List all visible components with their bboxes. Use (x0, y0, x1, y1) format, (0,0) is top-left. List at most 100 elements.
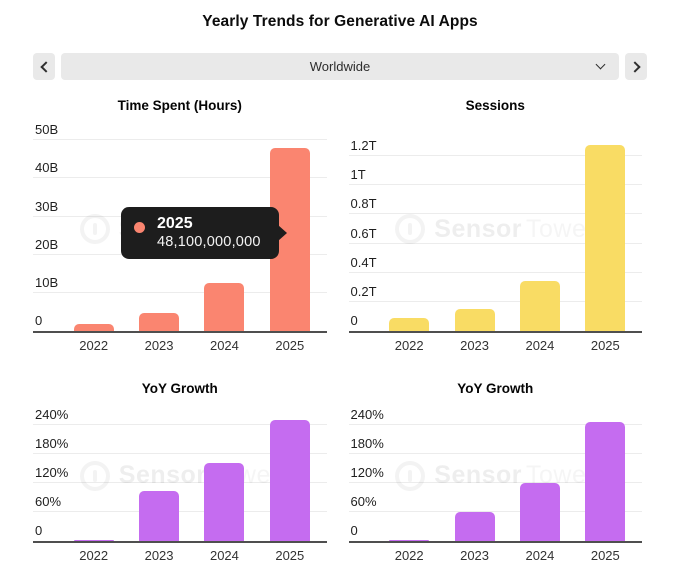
bar-slot (61, 410, 126, 541)
gridline (348, 184, 642, 186)
x-axis-label: 2022 (394, 338, 424, 353)
gridline (348, 423, 642, 425)
chevron-down-icon (595, 59, 606, 70)
bar-slot (377, 410, 442, 541)
y-tick-label: 0 (350, 523, 358, 538)
gridline (33, 510, 327, 512)
y-tick-label: 240% (350, 406, 384, 422)
x-axis-label: 2023 (144, 548, 174, 563)
bars (349, 127, 643, 331)
gridline (348, 242, 642, 244)
y-tick-label: 120% (350, 464, 384, 480)
bar-2024[interactable] (204, 463, 245, 541)
gridline (33, 481, 327, 483)
chart-time-spent: Time Spent (Hours) SensorTower 010B20B30… (33, 94, 327, 353)
prev-button[interactable] (33, 53, 55, 80)
x-axis-label: 2025 (275, 338, 305, 353)
gridline (33, 423, 327, 425)
bar-slot (442, 410, 507, 541)
x-axis-label: 2024 (209, 548, 239, 563)
plot-area: SensorTower060%120%180%240% (348, 406, 642, 543)
y-tick-label: 180% (35, 435, 69, 451)
y-tick-label: 60% (35, 493, 62, 509)
chart-title: Sessions (465, 98, 525, 113)
tooltip-year: 2025 (157, 215, 193, 232)
x-axis-label: 2025 (275, 548, 305, 563)
x-axis-label: 2025 (590, 548, 620, 563)
x-axis-label: 2025 (590, 338, 620, 353)
chart-title: Time Spent (Hours) (117, 98, 242, 113)
bar-slot (126, 410, 191, 541)
y-tick-label: 30B (35, 198, 59, 214)
y-tick-label: 10B (35, 274, 59, 290)
gridline (348, 213, 642, 215)
chevron-left-icon (39, 60, 52, 73)
bar-2023[interactable] (454, 511, 495, 541)
y-tick-label: 1T (350, 167, 366, 183)
gridline (348, 300, 642, 302)
x-axis-label: 2023 (460, 548, 490, 563)
bar-2024[interactable] (519, 281, 560, 331)
bar-slot (507, 410, 572, 541)
region-dropdown-value: Worldwide (309, 59, 371, 74)
x-axis-label: 2024 (525, 548, 555, 563)
bar-2024[interactable] (204, 282, 245, 331)
x-axis-label: 2022 (394, 548, 424, 563)
bars (33, 410, 327, 541)
y-tick-label: 0 (35, 313, 43, 328)
bar-2025[interactable] (585, 144, 626, 331)
bar-slot (192, 127, 257, 331)
bar-2022[interactable] (389, 317, 430, 331)
series-dot-icon (134, 222, 145, 233)
bar-2023[interactable] (139, 491, 180, 541)
x-axis-labels: 2022 2023 2024 2025 (33, 338, 327, 353)
bar-2025[interactable] (269, 419, 310, 541)
x-axis-labels: 2022 2023 2024 2025 (33, 548, 327, 563)
bar-2022[interactable] (389, 539, 430, 541)
y-tick-label: 120% (35, 464, 69, 480)
gridline (348, 510, 642, 512)
x-axis-label: 2023 (460, 338, 490, 353)
next-button[interactable] (625, 53, 647, 80)
gridline (348, 481, 642, 483)
page-title: Yearly Trends for Generative AI Apps (202, 13, 478, 30)
page: Yearly Trends for Generative AI Apps Wor… (0, 13, 680, 582)
y-tick-label: 0.8T (350, 196, 377, 212)
bar-slot (192, 410, 257, 541)
chart-yoy-growth-left: YoY Growth SensorTower060%120%180%240% 2… (33, 377, 327, 563)
bar-2022[interactable] (73, 539, 114, 541)
bar-slot (573, 410, 638, 541)
bar-slot (377, 127, 442, 331)
y-tick-label: 0.2T (350, 283, 377, 299)
chart-sessions: Sessions SensorTower00.2T0.4T0.6T0.8T1T1… (348, 94, 643, 353)
gridline (33, 291, 327, 293)
bar-slot (442, 127, 507, 331)
bar-2023[interactable] (139, 313, 180, 331)
x-axis-label: 2024 (525, 338, 555, 353)
region-selector: Worldwide (33, 53, 647, 80)
gridline (348, 271, 642, 273)
x-axis-label: 2022 (79, 338, 109, 353)
bar-2025[interactable] (585, 422, 626, 541)
x-axis-labels: 2022 2023 2024 2025 (349, 338, 643, 353)
bar-slot (257, 410, 322, 541)
chart-title: YoY Growth (141, 381, 218, 396)
chart-title: YoY Growth (457, 381, 534, 396)
bar-slot (61, 127, 126, 331)
y-tick-label: 0.4T (350, 254, 377, 270)
bar-2024[interactable] (519, 482, 560, 541)
plot-area: SensorTower060%120%180%240% (33, 406, 327, 543)
gridline (33, 177, 327, 179)
bar-2023[interactable] (454, 309, 495, 331)
y-tick-label: 240% (35, 406, 69, 422)
gridline (33, 139, 327, 141)
bar-slot (573, 127, 638, 331)
gridline (348, 155, 642, 157)
tooltip-value: 48,100,000,000 (157, 234, 261, 250)
region-dropdown[interactable]: Worldwide (61, 53, 619, 80)
tooltip-arrow-icon (278, 225, 287, 241)
bar-2022[interactable] (73, 323, 114, 331)
y-tick-label: 0 (350, 313, 358, 328)
